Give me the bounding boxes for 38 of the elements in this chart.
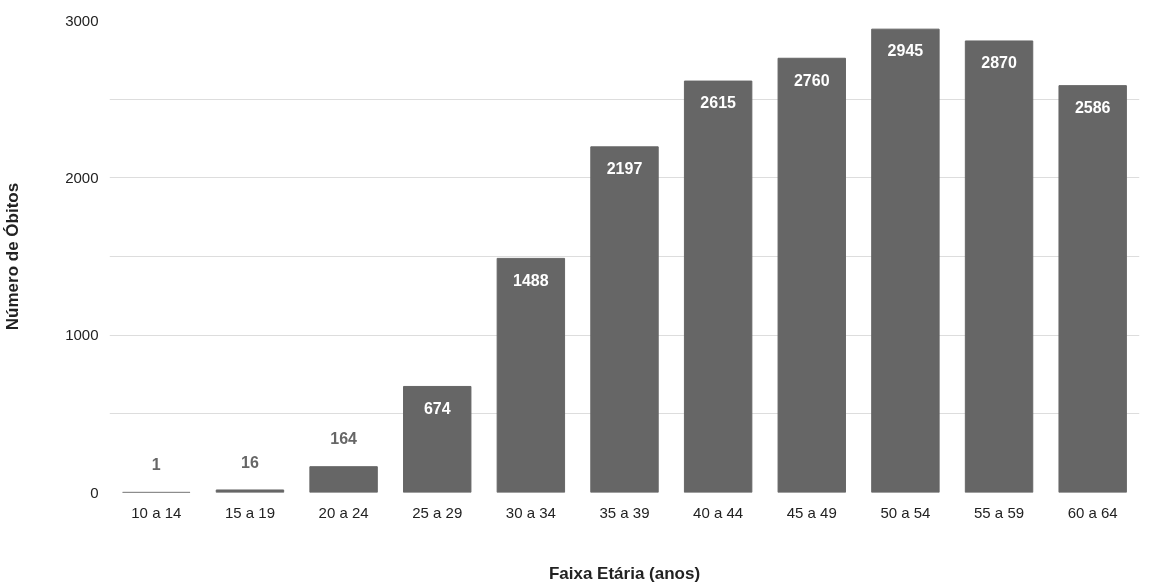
data-label: 1488 bbox=[513, 271, 549, 289]
data-label: 1 bbox=[151, 456, 161, 474]
bar bbox=[777, 57, 846, 493]
data-label: 2615 bbox=[700, 94, 737, 112]
y-axis-title: Número de Óbitos bbox=[3, 182, 23, 331]
x-tick-label: 60 a 64 bbox=[1067, 503, 1118, 521]
data-label: 16 bbox=[241, 453, 259, 471]
bar bbox=[590, 146, 659, 493]
x-tick-label: 20 a 24 bbox=[318, 503, 369, 521]
x-tick-label: 45 a 49 bbox=[786, 503, 837, 521]
data-label: 2870 bbox=[981, 54, 1017, 72]
x-tick-label: 15 a 19 bbox=[224, 503, 275, 521]
bar bbox=[309, 466, 378, 493]
data-label: 2760 bbox=[793, 71, 830, 89]
x-tick-label: 30 a 34 bbox=[505, 503, 556, 521]
y-tick-label: 1000 bbox=[65, 326, 99, 344]
data-label: 2586 bbox=[1074, 98, 1111, 116]
bar bbox=[496, 257, 566, 493]
bar bbox=[964, 40, 1034, 493]
y-tick-label: 0 bbox=[90, 483, 99, 501]
bar bbox=[683, 80, 753, 493]
data-label: 2197 bbox=[606, 160, 643, 178]
bar bbox=[215, 489, 285, 493]
bar bbox=[1058, 85, 1127, 493]
y-tick-label: 2000 bbox=[65, 168, 99, 186]
bar bbox=[871, 28, 940, 493]
x-tick-label: 50 a 54 bbox=[880, 503, 931, 521]
x-tick-label: 55 a 59 bbox=[974, 503, 1025, 521]
y-tick-label: 3000 bbox=[65, 11, 99, 29]
x-tick-label: 25 a 29 bbox=[412, 503, 463, 521]
data-label: 2945 bbox=[887, 42, 924, 60]
bar bbox=[403, 385, 472, 493]
x-axis-title: Faixa Etária (anos) bbox=[548, 563, 701, 583]
x-tick-label: 40 a 44 bbox=[693, 503, 744, 521]
x-tick-label: 10 a 14 bbox=[131, 503, 182, 521]
x-tick-label: 35 a 39 bbox=[599, 503, 650, 521]
data-label: 674 bbox=[423, 399, 451, 417]
data-label: 164 bbox=[330, 430, 358, 448]
